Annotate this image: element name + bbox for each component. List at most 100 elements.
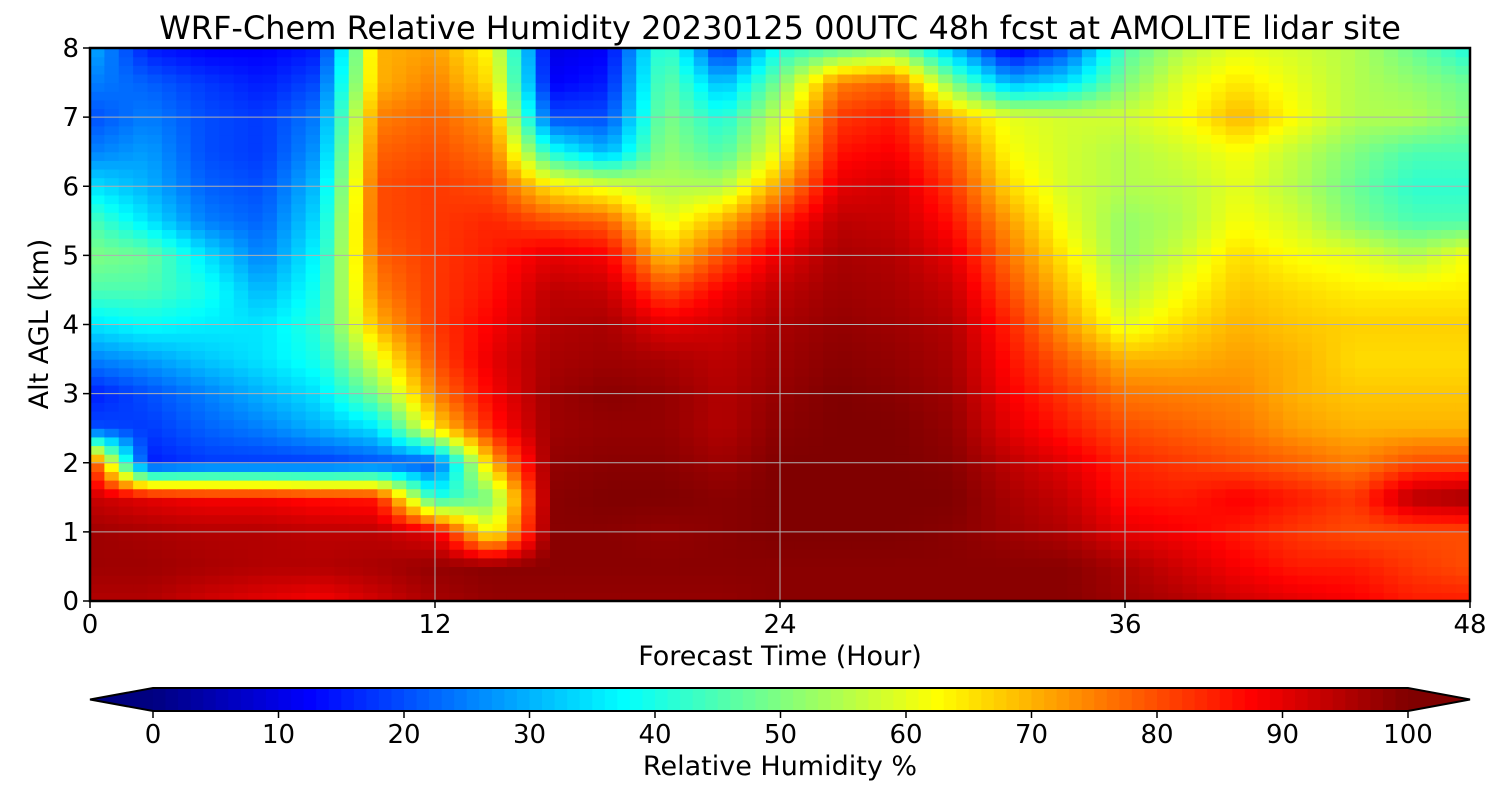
heatmap-cell [1211,505,1227,516]
heatmap-cell [794,168,810,179]
heatmap-cell [233,255,249,265]
heatmap-cell [837,471,853,481]
heatmap-cell [291,212,307,222]
heatmap-cell [1369,514,1385,524]
heatmap-cell [1398,488,1414,498]
heatmap-cell [780,272,795,282]
heatmap-cell [1196,272,1212,282]
heatmap-cell [1153,540,1169,550]
heatmap-cell [650,462,666,472]
heatmap-cell [190,238,206,248]
heatmap-cell [190,350,206,360]
heatmap-cell [837,203,853,213]
heatmap-cell [133,238,149,248]
heatmap-cell [1283,246,1299,256]
heatmap-cell [262,419,278,429]
heatmap-cell [535,359,551,369]
heatmap-cell [205,324,220,334]
heatmap-cell [90,436,105,447]
heatmap-cell [636,359,652,369]
heatmap-cell [1283,583,1299,593]
heatmap-cell [1196,289,1212,300]
heatmap-cell [348,592,364,601]
heatmap-cell [1240,289,1255,300]
heatmap-cell [506,160,522,170]
heatmap-cell [981,419,997,429]
heatmap-cell [305,272,321,282]
heatmap-cell [578,557,594,568]
heatmap-cell [334,445,350,455]
heatmap-cell [621,557,637,568]
heatmap-cell [938,419,954,429]
heatmap-cell [176,505,192,516]
heatmap-cell [550,272,565,282]
heatmap-cell [1110,454,1126,464]
heatmap-cell [1426,436,1442,447]
heatmap-cell [478,592,494,601]
heatmap-cell [1369,402,1385,412]
heatmap-cell [219,272,235,282]
heatmap-cell [1110,151,1126,161]
heatmap-cell [895,194,910,205]
heatmap-cell [420,402,436,412]
heatmap-cell [1196,583,1212,593]
heatmap-cell [1340,272,1356,282]
heatmap-cell [895,315,910,326]
heatmap-cell [578,505,594,516]
heatmap-cell [722,592,738,601]
heatmap-cell [1369,497,1385,507]
heatmap-cell [1168,592,1184,601]
heatmap-cell [1196,160,1212,170]
heatmap-cell [90,384,105,395]
heatmap-cell [866,428,882,438]
heatmap-cell [564,186,580,196]
heatmap-cell [780,471,795,481]
heatmap-cell [1355,324,1370,334]
heatmap-cell [1110,488,1126,498]
heatmap-cell [276,307,292,317]
heatmap-cell [550,471,565,481]
heatmap-cell [90,324,105,334]
heatmap-cell [1225,203,1241,213]
heatmap-cell [463,393,479,403]
heatmap-cell [564,557,580,568]
heatmap-cell [593,220,609,231]
heatmap-cell [550,255,565,265]
heatmap-cell [851,480,867,490]
heatmap-cell [895,177,910,187]
heatmap-cell [1024,505,1040,516]
heatmap-cell [1081,255,1097,265]
heatmap-cell [1355,212,1370,222]
heatmap-cell [219,393,235,403]
heatmap-cell [851,471,867,481]
heatmap-cell [1196,341,1212,352]
heatmap-cell [880,315,896,326]
heatmap-cell [636,229,652,239]
heatmap-cell [190,531,206,542]
heatmap-cell [780,462,795,472]
heatmap-cell [1426,376,1442,386]
heatmap-cell [794,497,810,507]
heatmap-cell [578,255,594,265]
heatmap-cell [1426,186,1442,196]
heatmap-cell [391,480,407,490]
heatmap-cell [866,272,882,282]
heatmap-cell [693,410,709,421]
heatmap-cell [952,186,968,196]
heatmap-cell [1139,160,1155,170]
heatmap-cell [305,480,321,490]
heatmap-cell [363,350,379,360]
heatmap-cell [736,272,752,282]
heatmap-cell [1340,281,1356,291]
heatmap-cell [1369,203,1385,213]
heatmap-cell [291,583,307,593]
heatmap-cell [147,238,163,248]
heatmap-cell [1283,531,1299,542]
heatmap-cell [262,281,278,291]
heatmap-cell [995,359,1011,369]
heatmap-cell [90,359,105,369]
heatmap-cell [118,246,134,256]
heatmap-cell [880,480,896,490]
heatmap-cell [276,315,292,326]
heatmap-cell [420,471,436,481]
